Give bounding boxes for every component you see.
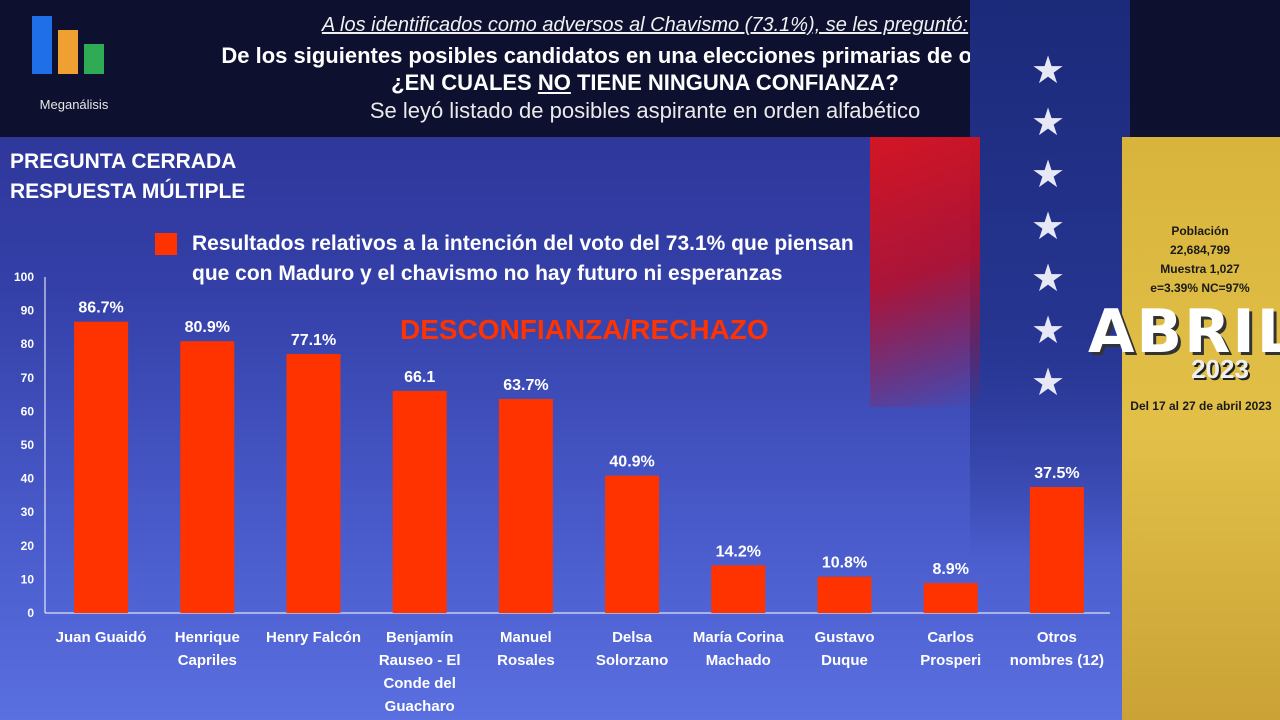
y-tick-label: 50 — [21, 438, 35, 452]
star-icon: ★ — [1030, 50, 1066, 92]
x-tick-label-line: Machado — [706, 652, 771, 669]
question-type-line1: PREGUNTA CERRADA — [10, 150, 237, 173]
x-tick-label-line: Juan Guaidó — [56, 629, 147, 646]
x-tick-label: Carlos Prosperi — [920, 629, 981, 669]
x-tick-label-line: Solorzano — [596, 652, 669, 669]
flag-yellow-stripe — [1122, 137, 1280, 720]
bar — [392, 390, 447, 613]
x-tick-label-line: Gustavo — [814, 629, 874, 646]
y-tick-label: 60 — [21, 404, 35, 418]
info-error: e=3.39% NC=97% — [1150, 281, 1250, 295]
x-tick-label-line: Henry Falcón — [266, 629, 361, 646]
legend-swatch — [155, 233, 177, 255]
chart-subtitle: DESCONFIANZA/RECHAZO — [400, 314, 769, 345]
question-type-line2: RESPUESTA MÚLTIPLE — [10, 180, 246, 203]
x-tick-label-line: María Corina — [693, 629, 785, 646]
x-tick-label-line: nombres (12) — [1010, 652, 1104, 669]
info-dates: Del 17 al 27 de abril 2023 — [1130, 399, 1272, 413]
x-tick-label: María Corina Machado — [693, 629, 785, 669]
x-tick-label-line: Rosales — [497, 652, 555, 669]
x-tick-label: Benjamín Rauseo - El Conde del Guacharo — [379, 629, 461, 715]
x-tick-label: Otros nombres (12) — [1010, 629, 1104, 669]
data-label: 40.9% — [609, 454, 654, 471]
header-q-pre: ¿EN CUALES — [391, 70, 538, 95]
x-tick-label-line: Duque — [821, 652, 868, 669]
y-tick-label: 100 — [14, 270, 34, 284]
x-tick-label: Henrique Capriles — [175, 629, 240, 669]
x-tick-label: Manuel Rosales — [497, 629, 555, 669]
header-question-emphasis: ¿EN CUALES NO TIENE NINGUNA CONFIANZA? — [130, 70, 1160, 96]
x-tick-label-line: Carlos — [927, 629, 974, 646]
header-q-no: NO — [537, 70, 571, 95]
data-label: 63.7% — [503, 377, 548, 394]
data-label: 8.9% — [932, 561, 968, 578]
bar-chart: 0 10 20 30 40 50 60 70 80 90 100 86.7% Juan Guaidó 80… — [14, 270, 1110, 715]
bar — [498, 398, 553, 613]
y-tick-label: 30 — [21, 505, 35, 519]
x-tick-label: Juan Guaidó — [56, 629, 147, 646]
meganalisis-logo: Meganálisis — [26, 16, 116, 120]
data-label: 10.8% — [822, 555, 867, 572]
info-poblacion-value: 22,684,799 — [1169, 243, 1231, 257]
data-label: 14.2% — [716, 543, 761, 560]
flag-blue-stripe — [970, 0, 1130, 560]
logo-bar-blue — [32, 16, 52, 74]
y-tick-label: 70 — [21, 371, 35, 385]
bar — [817, 576, 872, 613]
logo-text: Meganálisis — [39, 97, 109, 112]
bar — [74, 321, 129, 613]
header-intro: A los identificados como adversos al Cha… — [321, 14, 969, 36]
star-icon: ★ — [1030, 154, 1066, 196]
header-q-post: TIENE NINGUNA CONFIANZA? — [570, 70, 899, 95]
x-tick-label-line: Prosperi — [920, 652, 981, 669]
star-icon: ★ — [1030, 102, 1066, 144]
legend-text-line1: Resultados relativos a la intención del … — [192, 232, 854, 255]
header-question: De los siguientes posibles candidatos en… — [221, 43, 1069, 68]
x-tick-label-line: Capriles — [178, 652, 237, 669]
month-title: ABRIL — [1088, 297, 1280, 367]
logo-bar-orange — [58, 30, 78, 74]
x-tick-label-line: Rauseo - El — [379, 652, 461, 669]
x-tick-label: Delsa Solorzano — [596, 629, 669, 669]
bar — [605, 475, 660, 613]
flag-red-stripe — [870, 137, 980, 407]
x-tick-label: Gustavo Duque — [814, 629, 874, 669]
data-label: 77.1% — [291, 332, 336, 349]
bar — [180, 341, 235, 613]
star-icon: ★ — [1030, 258, 1066, 300]
data-label: 80.9% — [185, 319, 230, 336]
star-icon: ★ — [1030, 362, 1066, 404]
legend-text-line2: que con Maduro y el chavismo no hay futu… — [192, 262, 783, 285]
x-tick-label-line: Otros — [1037, 629, 1077, 646]
x-tick-label-line: Conde del — [383, 675, 456, 692]
x-tick-label-line: Henrique — [175, 629, 240, 646]
star-icon: ★ — [1030, 310, 1066, 352]
star-icon: ★ — [1030, 206, 1066, 248]
bar — [923, 583, 978, 613]
data-label: 66.1 — [404, 369, 435, 386]
legend-text: Resultados relativos a la intención del … — [192, 229, 952, 289]
bar — [711, 565, 766, 613]
x-tick-label-line: Benjamín — [386, 629, 454, 646]
bar — [286, 353, 341, 613]
x-tick-label-line: Guacharo — [385, 698, 455, 715]
info-muestra: Muestra 1,027 — [1160, 262, 1240, 276]
y-tick-label: 0 — [27, 606, 34, 620]
x-tick-label-line: Delsa — [612, 629, 653, 646]
header-note: Se leyó listado de posibles aspirante en… — [369, 98, 921, 123]
info-poblacion-label: Población — [1171, 224, 1229, 238]
y-tick-label: 90 — [21, 304, 35, 318]
x-tick-label: Henry Falcón — [266, 629, 361, 646]
y-tick-label: 20 — [21, 539, 35, 553]
x-tick-label-line: Manuel — [500, 629, 552, 646]
y-tick-label: 80 — [21, 337, 35, 351]
year-title: 2023 — [1191, 354, 1249, 384]
flag-stars: ★ ★ ★ ★ ★ ★ ★ — [1028, 45, 1068, 409]
logo-bar-green — [84, 44, 104, 74]
y-tick-label: 10 — [21, 572, 35, 586]
data-label: 86.7% — [78, 300, 123, 317]
bar — [1029, 487, 1084, 613]
y-tick-label: 40 — [21, 472, 35, 486]
data-label: 37.5% — [1034, 465, 1079, 482]
